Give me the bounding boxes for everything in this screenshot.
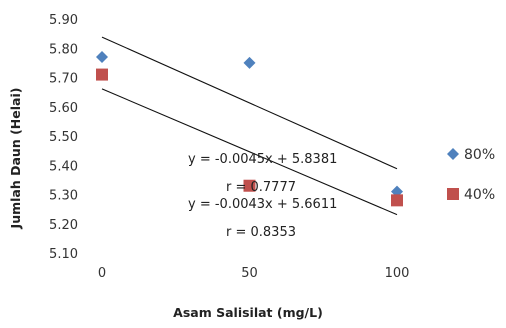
correlation-label: r = 0.7777 bbox=[226, 180, 296, 195]
trendline-equation: y = -0.0045x + 5.8381 bbox=[188, 152, 337, 167]
y-tick-label: 5.60 bbox=[49, 101, 78, 116]
legend-label: 80% bbox=[464, 147, 495, 163]
data-point-square bbox=[96, 68, 108, 81]
correlation-label: r = 0.8353 bbox=[226, 225, 296, 240]
data-point-diamond bbox=[96, 51, 108, 64]
x-tick-label: 50 bbox=[241, 266, 258, 281]
trendline bbox=[101, 88, 398, 216]
legend-diamond-marker bbox=[447, 148, 459, 160]
x-tick-label: 100 bbox=[385, 266, 410, 281]
trendline-equation: y = -0.0043x + 5.6611 bbox=[188, 197, 337, 212]
y-tick-label: 5.70 bbox=[49, 72, 78, 87]
x-tick-label: 0 bbox=[98, 266, 106, 281]
x-axis-ticks: 0 50 100 bbox=[98, 266, 410, 281]
y-tick-label: 5.80 bbox=[49, 42, 78, 57]
legend-label: 40% bbox=[464, 187, 495, 203]
data-point-diamond bbox=[243, 56, 256, 69]
trendlines bbox=[101, 36, 398, 216]
y-axis-ticks: 5.10 5.20 5.30 5.40 5.50 5.60 5.70 5.80 5.90 bbox=[49, 13, 78, 262]
y-tick-label: 5.50 bbox=[49, 130, 78, 145]
trendline bbox=[101, 36, 398, 170]
y-axis-title: Jumlah Daun (Helai) bbox=[8, 88, 23, 230]
legend: 80% 40% bbox=[447, 147, 495, 203]
y-tick-label: 5.20 bbox=[49, 218, 78, 233]
data-points bbox=[96, 51, 403, 207]
trendline-annotations: y = -0.0045x + 5.8381 r = 0.7777 y = -0.00… bbox=[188, 152, 337, 240]
y-tick-label: 5.10 bbox=[49, 247, 78, 262]
legend-square-marker bbox=[447, 188, 459, 200]
y-tick-label: 5.40 bbox=[49, 159, 78, 174]
x-axis-title: Asam Salisilat (mg/L) bbox=[173, 305, 323, 320]
data-point-square bbox=[391, 194, 403, 207]
data-point-square bbox=[243, 179, 256, 192]
y-tick-label: 5.90 bbox=[49, 13, 78, 28]
y-tick-label: 5.30 bbox=[49, 189, 78, 204]
